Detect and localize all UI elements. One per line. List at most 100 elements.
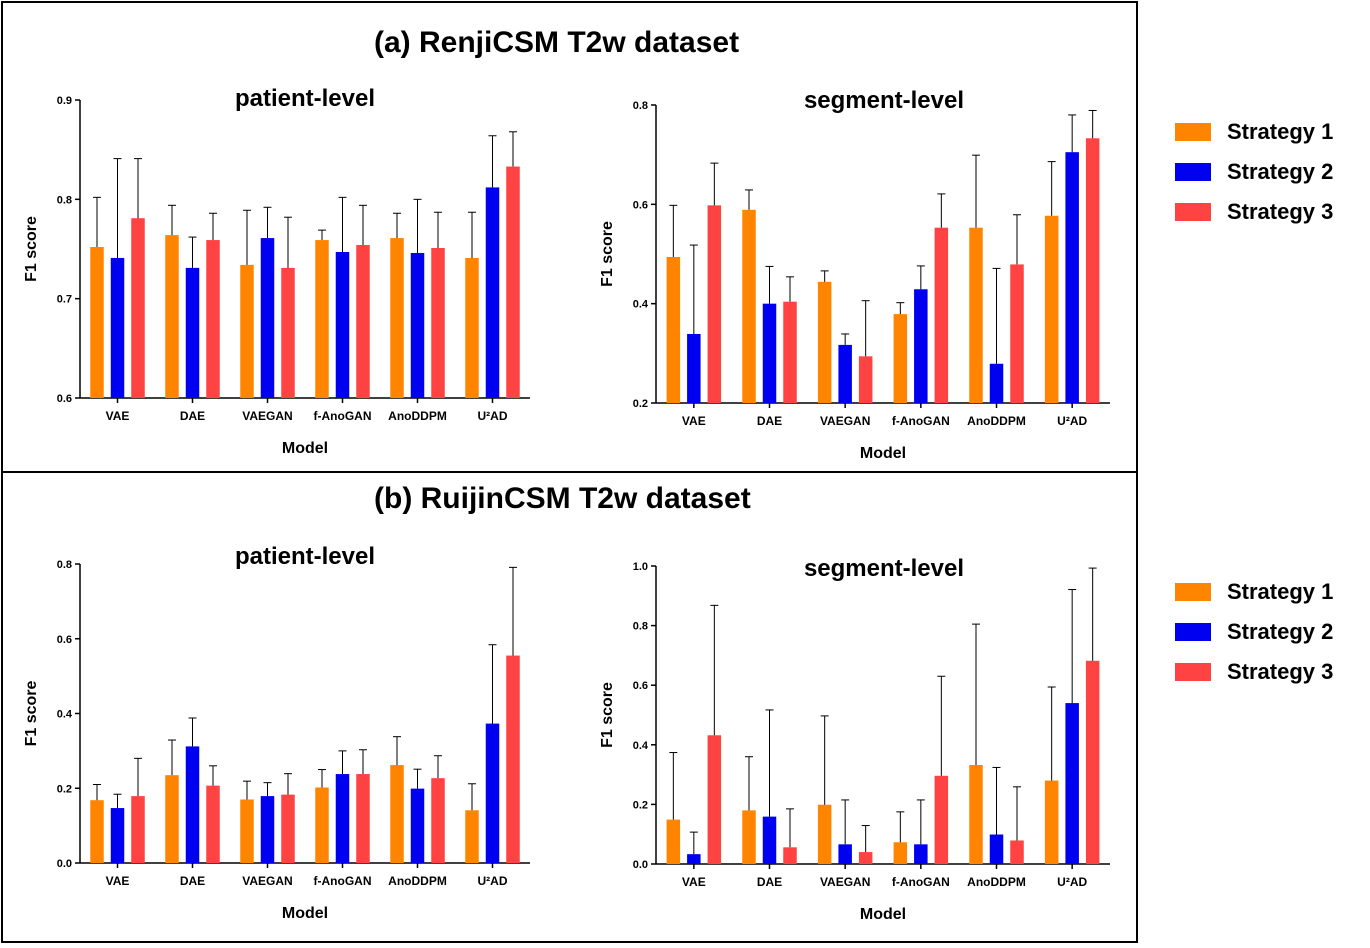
- y-tick-label: 0.2: [633, 799, 648, 811]
- bar-strategy-1-dae: [165, 775, 179, 863]
- x-tick-label: DAE: [180, 409, 205, 423]
- bar-strategy-1-vaegan: [240, 264, 254, 398]
- bar-strategy-1-vae: [90, 800, 104, 863]
- bar-strategy-3-anoddpm: [1010, 840, 1024, 864]
- bar-strategy-1-dae: [742, 810, 756, 864]
- bar-strategy-2-anoddpm: [410, 252, 425, 398]
- bar-strategy-2-f-anogan: [335, 251, 350, 398]
- y-tick-label: 0.7: [57, 294, 72, 306]
- legend-item-strategy-3: Strategy 3: [1175, 192, 1333, 232]
- bar-strategy-2-anoddpm: [989, 834, 1004, 864]
- y-axis-label: F1 score: [23, 680, 40, 746]
- bar-strategy-1-f-anogan: [893, 842, 908, 864]
- bar-strategy-2-vae: [110, 257, 125, 398]
- chart-ruijin-segment-level: segment-level 0.0 0.2 0.4 0.6 0.8 1.0 F1 score V…: [599, 555, 1110, 923]
- bar-strategy-1-anoddpm: [390, 238, 404, 398]
- x-tick-label: VAEGAN: [820, 875, 870, 889]
- bar-strategy-3-f-anogan: [356, 774, 370, 863]
- bar-strategy-1-anoddpm: [969, 765, 983, 864]
- panel-b-title: (b) RuijinCSM T2w dataset: [374, 482, 751, 515]
- y-tick-label: 0.8: [57, 194, 72, 206]
- bar-strategy-2-vaegan: [838, 844, 852, 864]
- bar-strategy-3-f-anogan: [934, 227, 949, 403]
- panel-a-title: (a) RenjiCSM T2w dataset: [374, 26, 740, 59]
- legend-item-strategy-1: Strategy 1: [1175, 112, 1333, 152]
- y-axis-label: F1 score: [23, 216, 40, 282]
- x-tick-label: VAE: [106, 874, 130, 888]
- legend-label-strategy-3: Strategy 3: [1227, 199, 1334, 224]
- y-tick-label: 0.4: [633, 299, 649, 311]
- bar-strategy-3-dae: [783, 847, 797, 864]
- legend-label-strategy-1: Strategy 1: [1227, 119, 1334, 144]
- chart-renji-segment-level: segment-level 0.2 0.4 0.6 0.8 F1 score VAE DAE V…: [599, 87, 1110, 462]
- legend-label-strategy-2: Strategy 2: [1227, 619, 1334, 644]
- legend-label-strategy-2: Strategy 2: [1227, 159, 1334, 184]
- bar-strategy-1-vae: [90, 247, 104, 398]
- legend-swatch-strategy-1: [1175, 583, 1211, 601]
- y-tick-label: 0.6: [57, 634, 72, 646]
- bar-strategy-1-f-anogan: [315, 240, 329, 398]
- bar-strategy-3-anoddpm: [1010, 264, 1024, 403]
- bar-strategy-1-u-ad: [1044, 780, 1059, 864]
- x-tick-label: U²AD: [1057, 875, 1087, 889]
- bar-strategy-2-u-ad: [1065, 152, 1079, 403]
- chart-renji-patient-level: patient-level 0.6 0.7 0.8 0.9 F1 score VAE DAE V…: [23, 85, 530, 457]
- legend-swatch-strategy-3: [1175, 203, 1211, 221]
- bar-strategy-2-vaegan: [260, 796, 275, 863]
- x-tick-label: f-AnoGAN: [314, 409, 372, 423]
- x-tick-label: VAE: [682, 414, 706, 428]
- y-tick-label: 0.8: [633, 621, 648, 633]
- y-tick-label: 0.4: [633, 740, 649, 752]
- bar-strategy-1-u-ad: [1044, 215, 1059, 403]
- x-tick-label: U²AD: [478, 874, 508, 888]
- x-tick-label: DAE: [757, 414, 782, 428]
- bar-strategy-2-dae: [185, 267, 200, 398]
- chart-title: patient-level: [235, 85, 375, 112]
- bar-strategy-2-vaegan: [260, 238, 275, 398]
- bar-strategy-3-vae: [707, 735, 722, 864]
- x-tick-label: AnoDDPM: [388, 409, 447, 423]
- y-tick-label: 0.6: [633, 199, 648, 211]
- x-tick-label: VAEGAN: [242, 409, 292, 423]
- legend-swatch-strategy-1: [1175, 123, 1211, 141]
- bar-strategy-1-dae: [742, 209, 756, 403]
- bar-strategy-1-u-ad: [465, 810, 479, 863]
- y-tick-label: 0.0: [633, 859, 648, 871]
- y-tick-label: 0.8: [633, 100, 648, 112]
- x-tick-label: VAEGAN: [242, 874, 292, 888]
- bar-strategy-1-vae: [666, 819, 681, 864]
- legend-item-strategy-2: Strategy 2: [1175, 152, 1333, 192]
- bar-strategy-3-u-ad: [506, 655, 520, 863]
- x-tick-label: f-AnoGAN: [892, 875, 950, 889]
- bar-strategy-2-anoddpm: [989, 363, 1004, 403]
- bar-strategy-3-vaegan: [858, 356, 873, 403]
- x-tick-label: VAE: [682, 875, 706, 889]
- x-axis-label: Model: [860, 445, 906, 462]
- bar-strategy-3-vaegan: [281, 267, 295, 398]
- bar-strategy-1-dae: [165, 235, 179, 398]
- chart-title: patient-level: [235, 543, 375, 570]
- bar-strategy-2-f-anogan: [914, 289, 928, 403]
- y-tick-label: 0.8: [57, 559, 72, 571]
- bar-strategy-1-vae: [666, 256, 681, 403]
- y-axis-label: F1 score: [599, 682, 616, 748]
- legend-swatch-strategy-3: [1175, 663, 1211, 681]
- y-tick-label: 0.2: [633, 398, 648, 410]
- bar-strategy-3-dae: [783, 301, 797, 403]
- y-tick-label: 0.2: [57, 783, 72, 795]
- legend-panel-b: Strategy 1 Strategy 2 Strategy 3: [1175, 572, 1333, 692]
- bar-strategy-1-anoddpm: [390, 765, 404, 863]
- bar-strategy-3-vaegan: [858, 852, 873, 864]
- y-tick-label: 0.6: [633, 680, 648, 692]
- bar-strategy-1-vaegan: [817, 281, 832, 403]
- x-axis-label: Model: [282, 440, 328, 457]
- x-tick-label: VAE: [106, 409, 130, 423]
- legend-item-strategy-1: Strategy 1: [1175, 572, 1333, 612]
- x-axis-label: Model: [860, 906, 906, 923]
- bar-strategy-2-f-anogan: [335, 774, 350, 863]
- x-tick-label: DAE: [180, 874, 205, 888]
- bar-strategy-2-f-anogan: [914, 844, 928, 864]
- y-axis-label: F1 score: [599, 221, 616, 287]
- x-tick-label: DAE: [757, 875, 782, 889]
- bar-strategy-1-u-ad: [465, 257, 479, 398]
